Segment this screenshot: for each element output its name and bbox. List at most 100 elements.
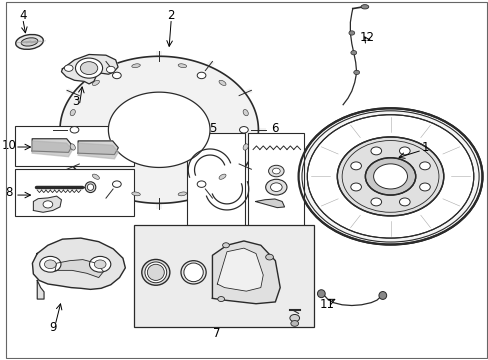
Ellipse shape [183,263,203,282]
FancyArrow shape [156,198,162,209]
Ellipse shape [87,184,93,190]
Circle shape [365,158,415,195]
Polygon shape [212,241,280,304]
Circle shape [353,70,359,75]
Circle shape [40,256,61,272]
Circle shape [350,50,356,55]
Ellipse shape [144,262,166,283]
Circle shape [370,147,381,155]
Circle shape [350,162,361,170]
Bar [248,134,304,226]
Circle shape [419,183,429,191]
Text: 8: 8 [5,186,13,199]
Circle shape [306,115,473,238]
FancyArrow shape [237,89,252,98]
Ellipse shape [70,144,75,150]
Ellipse shape [178,64,186,68]
Ellipse shape [243,144,248,150]
Circle shape [94,260,106,269]
Circle shape [217,297,224,302]
Circle shape [289,315,299,321]
Circle shape [298,108,482,244]
FancyArrow shape [53,128,67,132]
Text: 5: 5 [208,122,216,135]
Circle shape [265,179,286,195]
Bar [15,169,134,216]
FancyArrow shape [251,128,265,132]
Polygon shape [217,248,263,291]
Circle shape [106,66,115,73]
Polygon shape [61,54,118,84]
Polygon shape [60,56,258,203]
Polygon shape [255,199,284,208]
Polygon shape [108,92,210,167]
Circle shape [265,254,273,260]
Polygon shape [78,143,118,159]
Polygon shape [33,196,61,212]
Text: 1: 1 [421,141,428,154]
Ellipse shape [243,109,248,116]
Circle shape [399,147,409,155]
Circle shape [112,181,121,187]
Bar [134,225,313,327]
Text: 6: 6 [270,122,278,135]
FancyArrow shape [156,51,162,62]
Polygon shape [32,238,125,289]
Circle shape [64,65,73,71]
Circle shape [112,72,121,79]
Circle shape [268,165,284,177]
Circle shape [80,62,98,75]
Text: 11: 11 [320,298,334,311]
Ellipse shape [92,80,99,85]
Circle shape [373,164,407,189]
FancyArrow shape [203,60,215,72]
Circle shape [43,201,53,208]
Circle shape [350,183,361,191]
Polygon shape [55,260,103,278]
Circle shape [222,243,229,248]
Text: 2: 2 [167,9,175,22]
Ellipse shape [219,174,225,179]
Ellipse shape [131,192,140,196]
Circle shape [44,260,56,269]
Circle shape [419,162,429,170]
Ellipse shape [21,38,38,46]
Ellipse shape [131,64,140,68]
Circle shape [337,137,443,216]
Ellipse shape [181,261,206,284]
Polygon shape [32,139,72,152]
Circle shape [272,168,280,174]
Circle shape [197,181,205,187]
Polygon shape [78,141,118,154]
Ellipse shape [178,192,186,196]
Text: 9: 9 [49,321,57,334]
Ellipse shape [16,35,43,49]
Polygon shape [32,141,72,157]
FancyArrow shape [65,89,81,98]
Circle shape [290,320,298,326]
Circle shape [348,31,354,35]
Ellipse shape [378,292,386,300]
Text: 12: 12 [359,31,374,44]
Circle shape [370,198,381,206]
FancyArrow shape [237,162,252,171]
Polygon shape [37,280,44,299]
Circle shape [399,198,409,206]
Circle shape [89,256,111,272]
Text: 3: 3 [72,95,80,108]
Text: 10: 10 [2,139,17,152]
Bar [15,126,134,166]
Ellipse shape [85,182,96,193]
Text: 4: 4 [19,9,26,22]
Circle shape [197,72,205,79]
Ellipse shape [92,174,99,179]
Circle shape [75,58,102,78]
Ellipse shape [147,264,164,280]
Circle shape [70,127,79,133]
FancyArrow shape [203,188,215,199]
FancyArrow shape [103,60,115,72]
Ellipse shape [70,109,75,116]
Ellipse shape [219,80,225,85]
FancyArrow shape [103,188,115,199]
Ellipse shape [317,290,325,298]
